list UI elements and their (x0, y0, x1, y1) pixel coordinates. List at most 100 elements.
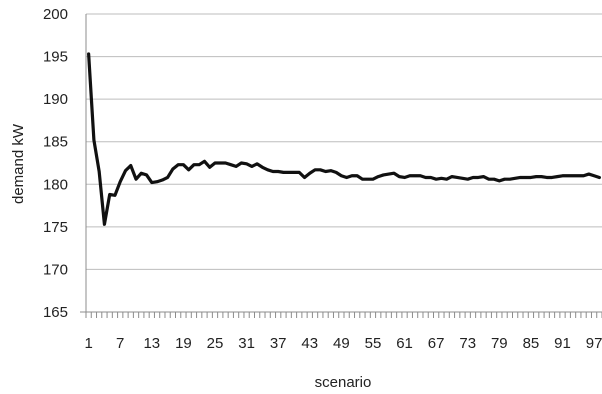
data-point (145, 173, 148, 177)
data-point (571, 174, 575, 177)
data-point (456, 176, 459, 179)
data-point (419, 174, 422, 177)
data-point (192, 163, 196, 166)
data-point (97, 170, 101, 173)
data-point (161, 178, 164, 182)
data-point (171, 167, 175, 171)
y-tick-label: 170 (43, 261, 68, 278)
data-point (150, 181, 154, 184)
gridlines (86, 13, 602, 270)
data-point (87, 52, 90, 56)
data-point (345, 176, 348, 179)
data-point (108, 193, 111, 196)
data-point (103, 223, 106, 226)
x-tick-label: 73 (459, 335, 476, 352)
data-point (261, 166, 264, 169)
data-point (245, 162, 248, 166)
data-point (255, 162, 259, 166)
data-point (208, 166, 211, 169)
data-point (276, 170, 280, 173)
data-point (250, 165, 254, 168)
data-point (513, 177, 517, 180)
data-point (129, 164, 132, 167)
data-point (329, 169, 333, 172)
x-tick-label: 49 (333, 335, 350, 352)
data-point (371, 177, 375, 181)
x-tick-label: 19 (175, 335, 192, 352)
data-series (87, 52, 601, 226)
axes (80, 14, 602, 318)
data-point (366, 177, 369, 181)
data-point (561, 174, 564, 177)
data-point (413, 174, 417, 177)
x-tick-labels: 1 7 13 19 25 31 37 43 49 55 61 67 73 79 85 91 97 (84, 335, 602, 352)
data-point (545, 176, 548, 179)
data-point (398, 175, 401, 178)
data-point (292, 171, 296, 174)
data-point (313, 168, 317, 172)
data-point (203, 160, 206, 163)
x-tick-label: 43 (301, 335, 318, 352)
y-tick-labels: 165 170 175 180 185 190 195 200 (43, 6, 68, 321)
data-point (382, 173, 385, 177)
x-tick-label: 1 (84, 335, 92, 352)
data-point (166, 176, 169, 179)
x-tick-label: 37 (270, 335, 287, 352)
y-tick-label: 165 (43, 304, 68, 321)
data-point (229, 163, 232, 166)
y-tick-label: 185 (43, 134, 68, 151)
x-tick-label: 79 (491, 335, 508, 352)
data-point (350, 174, 354, 177)
x-tick-label: 31 (238, 335, 255, 352)
data-point (392, 172, 396, 175)
data-point (424, 176, 427, 179)
data-point (140, 172, 143, 175)
data-point (298, 171, 301, 174)
y-tick-label: 175 (43, 219, 68, 236)
data-point (92, 138, 96, 142)
data-point (155, 180, 159, 183)
data-point (361, 177, 364, 181)
data-point (508, 177, 512, 181)
data-point (113, 194, 117, 197)
x-tick-label: 7 (116, 335, 124, 352)
data-point (477, 176, 480, 179)
data-point (240, 161, 243, 165)
data-point (450, 175, 454, 178)
data-point (519, 176, 522, 179)
data-point (540, 175, 543, 178)
data-point (577, 174, 580, 177)
data-point (445, 177, 448, 181)
x-tick-label: 61 (396, 335, 413, 352)
data-point (213, 161, 217, 165)
data-point (434, 177, 438, 181)
data-point (219, 161, 222, 165)
x-axis-title: scenario (315, 374, 372, 391)
data-point (471, 176, 475, 179)
x-tick-label: 13 (143, 335, 160, 352)
data-point (303, 176, 306, 179)
y-axis-title: demand kW (10, 123, 27, 204)
data-point (176, 163, 180, 166)
data-point (598, 176, 601, 179)
data-point (503, 177, 506, 181)
data-point (529, 176, 533, 179)
data-point (524, 176, 527, 179)
data-point (182, 163, 185, 166)
data-point (582, 174, 585, 177)
y-tick-label: 180 (43, 176, 68, 193)
data-point (119, 180, 122, 183)
data-point (466, 177, 469, 181)
data-point (550, 176, 554, 179)
data-point (387, 172, 390, 176)
x-tick-label: 25 (207, 335, 224, 352)
data-point (403, 176, 406, 179)
data-point (377, 175, 380, 178)
data-point (271, 170, 275, 173)
data-point (282, 171, 285, 174)
data-point (198, 163, 201, 166)
data-point (308, 172, 311, 175)
data-point (482, 175, 485, 178)
data-point (498, 179, 501, 183)
